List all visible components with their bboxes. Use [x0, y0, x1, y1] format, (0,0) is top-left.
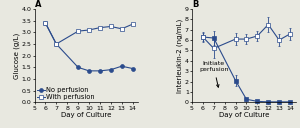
Text: A: A: [34, 0, 41, 9]
X-axis label: Day of Culture: Day of Culture: [61, 112, 112, 118]
Y-axis label: Glucose (g/L): Glucose (g/L): [14, 33, 20, 79]
Legend: No perfusion, With perfusion: No perfusion, With perfusion: [36, 87, 96, 101]
X-axis label: Day of Culture: Day of Culture: [218, 112, 269, 118]
Y-axis label: Interleukin-2 (ng/mL): Interleukin-2 (ng/mL): [177, 19, 183, 93]
Text: B: B: [192, 0, 198, 9]
Text: Initiate
perfusion: Initiate perfusion: [199, 61, 229, 87]
